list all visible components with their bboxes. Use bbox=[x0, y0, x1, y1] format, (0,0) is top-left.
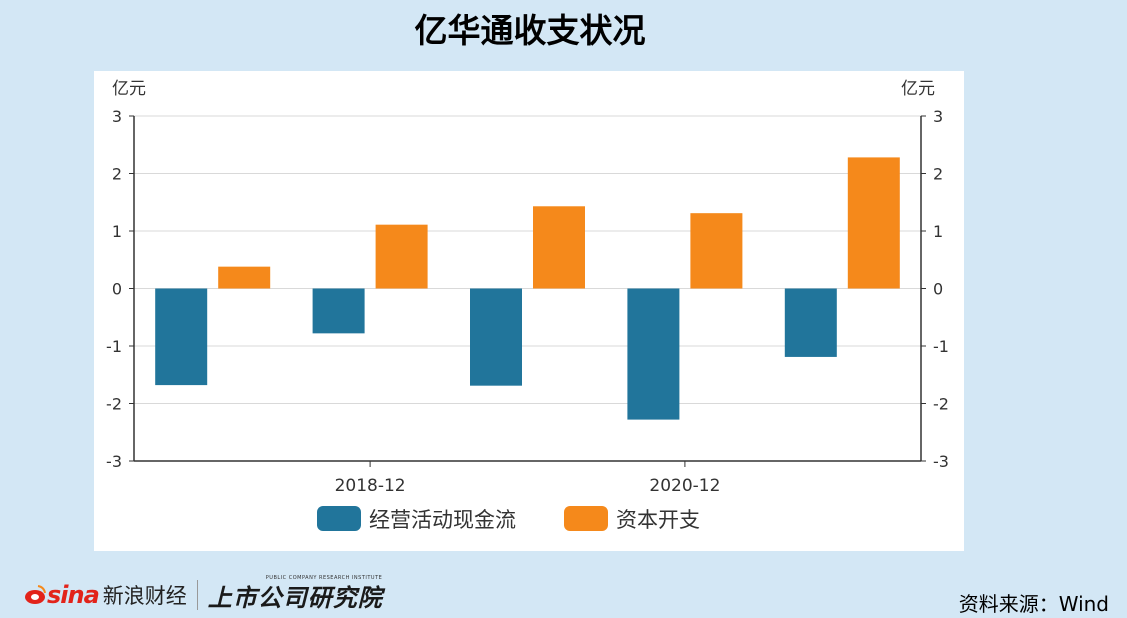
chart-title: 亿华通收支状况 bbox=[414, 11, 646, 50]
research-institute-en: PUBLIC COMPANY RESEARCH INSTITUTE bbox=[265, 574, 383, 581]
legend-label: 资本开支 bbox=[616, 508, 700, 532]
y-tick-label-right: -2 bbox=[933, 395, 949, 414]
research-institute-cn: 上市公司研究院 bbox=[207, 582, 383, 612]
bar-capex bbox=[690, 213, 743, 289]
sina-finance-logo: sina 新浪财经 PUBLIC COMPANY RESEARCH INSTIT… bbox=[24, 574, 383, 613]
y-tick-label-left: 0 bbox=[112, 280, 122, 299]
y-tick-label-left: 3 bbox=[112, 107, 122, 126]
legend-swatch bbox=[564, 506, 608, 531]
y-tick-label-right: -3 bbox=[933, 452, 949, 471]
bar-operating-cash-flow bbox=[312, 288, 365, 334]
bar-operating-cash-flow bbox=[784, 288, 837, 357]
sina-wordmark: sina bbox=[47, 581, 100, 609]
y-axis-unit-left: 亿元 bbox=[112, 79, 146, 99]
logo-divider bbox=[196, 580, 198, 610]
y-tick-label-right: 0 bbox=[933, 280, 943, 299]
y-tick-label-right: 2 bbox=[933, 165, 943, 184]
y-tick-label-left: 2 bbox=[112, 165, 122, 184]
y-tick-label-left: 1 bbox=[112, 222, 122, 241]
research-institute-logo: PUBLIC COMPANY RESEARCH INSTITUTE 上市公司研究… bbox=[207, 574, 383, 613]
y-tick-label-left: -2 bbox=[106, 395, 122, 414]
bar-operating-cash-flow bbox=[627, 288, 680, 420]
chart-panel: 3 3 2 2 1 1 0 0 -1 -1 -2 -2 -3 -3 亿元 亿元 2018-12 2020-12 经营… bbox=[94, 71, 964, 551]
sina-eye-icon bbox=[25, 585, 46, 604]
bar-capex bbox=[847, 157, 900, 289]
x-tick-label: 2020-12 bbox=[649, 476, 720, 496]
y-tick-label-right: -1 bbox=[933, 337, 949, 356]
bar-capex bbox=[218, 266, 271, 289]
bar-operating-cash-flow bbox=[470, 288, 522, 386]
y-tick-label-left: -1 bbox=[106, 337, 122, 356]
bar-operating-cash-flow bbox=[155, 288, 208, 386]
bar-chart: 3 3 2 2 1 1 0 0 -1 -1 -2 -2 -3 -3 亿元 亿元 2018-12 2020-12 经营… bbox=[106, 79, 949, 532]
legend-label: 经营活动现金流 bbox=[369, 508, 516, 532]
y-axis-unit-right: 亿元 bbox=[901, 79, 935, 99]
sina-finance-text: 新浪财经 bbox=[102, 584, 187, 608]
x-tick-label: 2018-12 bbox=[335, 476, 406, 496]
y-tick-label-right: 3 bbox=[933, 107, 943, 126]
bar-capex bbox=[375, 224, 428, 289]
legend-swatch bbox=[317, 506, 361, 531]
bar-capex bbox=[533, 206, 585, 289]
y-tick-label-right: 1 bbox=[933, 222, 943, 241]
y-tick-label-left: -3 bbox=[106, 452, 122, 471]
source-note: 资料来源：Wind bbox=[958, 592, 1109, 616]
